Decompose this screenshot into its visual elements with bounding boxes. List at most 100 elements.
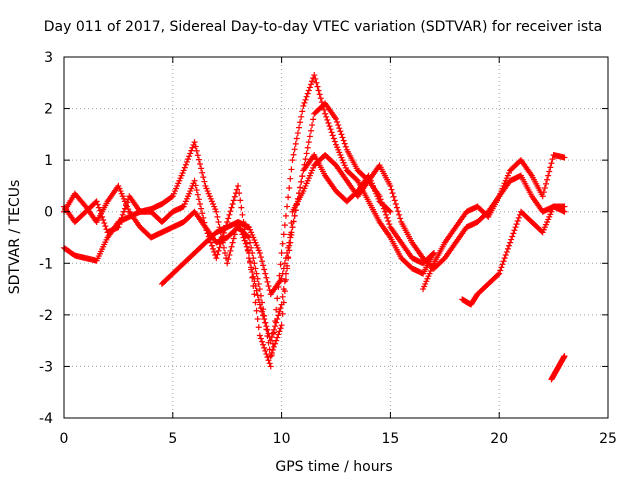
data-point xyxy=(202,224,209,231)
data-point xyxy=(277,325,284,332)
data-point xyxy=(255,296,262,303)
data-point xyxy=(242,233,249,240)
data-point xyxy=(255,324,262,331)
data-point xyxy=(253,270,260,277)
data-point xyxy=(353,176,360,183)
data-point xyxy=(282,212,289,219)
data-point xyxy=(195,196,202,203)
data-point xyxy=(266,360,273,367)
data-point xyxy=(387,182,394,189)
data-point xyxy=(249,274,256,281)
data-point xyxy=(274,315,281,322)
data-point xyxy=(508,236,515,243)
data-point xyxy=(340,137,347,144)
data-point xyxy=(198,165,205,172)
data-point xyxy=(497,267,504,274)
series-track-4 xyxy=(158,100,568,298)
data-point xyxy=(500,258,507,265)
y-tick-label: -4 xyxy=(39,411,53,427)
data-point xyxy=(278,301,285,308)
data-point xyxy=(203,227,210,234)
data-point xyxy=(95,204,102,211)
data-point xyxy=(261,315,268,322)
data-point xyxy=(270,343,277,350)
data-point xyxy=(539,193,546,200)
data-point xyxy=(281,260,288,267)
data-point xyxy=(311,72,318,79)
data-point xyxy=(278,322,285,329)
data-point xyxy=(386,221,393,228)
data-point xyxy=(284,203,291,210)
data-point xyxy=(303,93,310,100)
data-point xyxy=(236,190,243,197)
data-point xyxy=(397,215,404,222)
data-point xyxy=(304,144,311,151)
data-point xyxy=(289,224,296,231)
data-point xyxy=(510,230,517,237)
data-point xyxy=(389,190,396,197)
data-point xyxy=(124,199,131,206)
data-point xyxy=(269,330,276,337)
data-point xyxy=(215,247,222,254)
data-point xyxy=(542,180,549,187)
data-point xyxy=(101,220,108,227)
data-point xyxy=(504,245,511,252)
data-point xyxy=(275,331,282,338)
data-point xyxy=(503,248,510,255)
data-point xyxy=(309,78,316,85)
data-point xyxy=(269,346,276,353)
data-point xyxy=(123,202,130,209)
data-point xyxy=(285,194,292,201)
data-point xyxy=(116,221,123,228)
data-point xyxy=(256,249,263,256)
data-point xyxy=(429,251,436,258)
data-point xyxy=(290,151,297,158)
series-track-6 xyxy=(459,203,568,308)
data-point xyxy=(274,334,281,341)
data-point xyxy=(385,217,392,224)
data-point xyxy=(227,208,234,215)
data-point xyxy=(264,278,271,285)
data-point xyxy=(188,147,195,154)
data-point xyxy=(505,242,512,249)
data-point xyxy=(300,102,307,109)
data-point xyxy=(119,211,126,218)
data-point xyxy=(192,143,199,150)
data-point xyxy=(430,249,437,256)
data-point xyxy=(502,252,509,259)
data-point xyxy=(321,106,328,113)
data-point xyxy=(118,214,125,221)
data-point xyxy=(548,160,555,167)
data-point xyxy=(291,212,298,219)
data-point xyxy=(185,156,192,163)
data-point xyxy=(253,307,260,314)
data-point xyxy=(387,208,394,215)
data-point xyxy=(329,132,336,139)
data-point xyxy=(199,169,206,176)
data-point xyxy=(316,91,323,98)
data-point xyxy=(333,115,339,122)
data-point xyxy=(253,287,260,294)
data-point xyxy=(257,305,264,312)
data-point xyxy=(259,338,266,345)
data-point xyxy=(262,347,269,354)
data-point xyxy=(337,128,344,135)
data-point xyxy=(304,90,311,97)
data-point xyxy=(307,81,314,88)
data-point xyxy=(260,312,267,319)
data-point xyxy=(317,95,324,102)
data-point xyxy=(300,167,307,174)
data-point xyxy=(260,341,267,348)
data-point xyxy=(301,161,308,168)
data-point xyxy=(195,156,202,163)
data-point xyxy=(280,286,287,293)
data-point xyxy=(226,211,233,218)
data-point xyxy=(307,127,314,134)
data-point xyxy=(264,326,271,333)
data-point xyxy=(219,233,226,240)
data-point xyxy=(495,271,502,278)
data-point xyxy=(94,201,101,208)
data-point xyxy=(214,251,221,258)
y-tick-label: 1 xyxy=(44,153,53,169)
data-point xyxy=(239,211,246,218)
